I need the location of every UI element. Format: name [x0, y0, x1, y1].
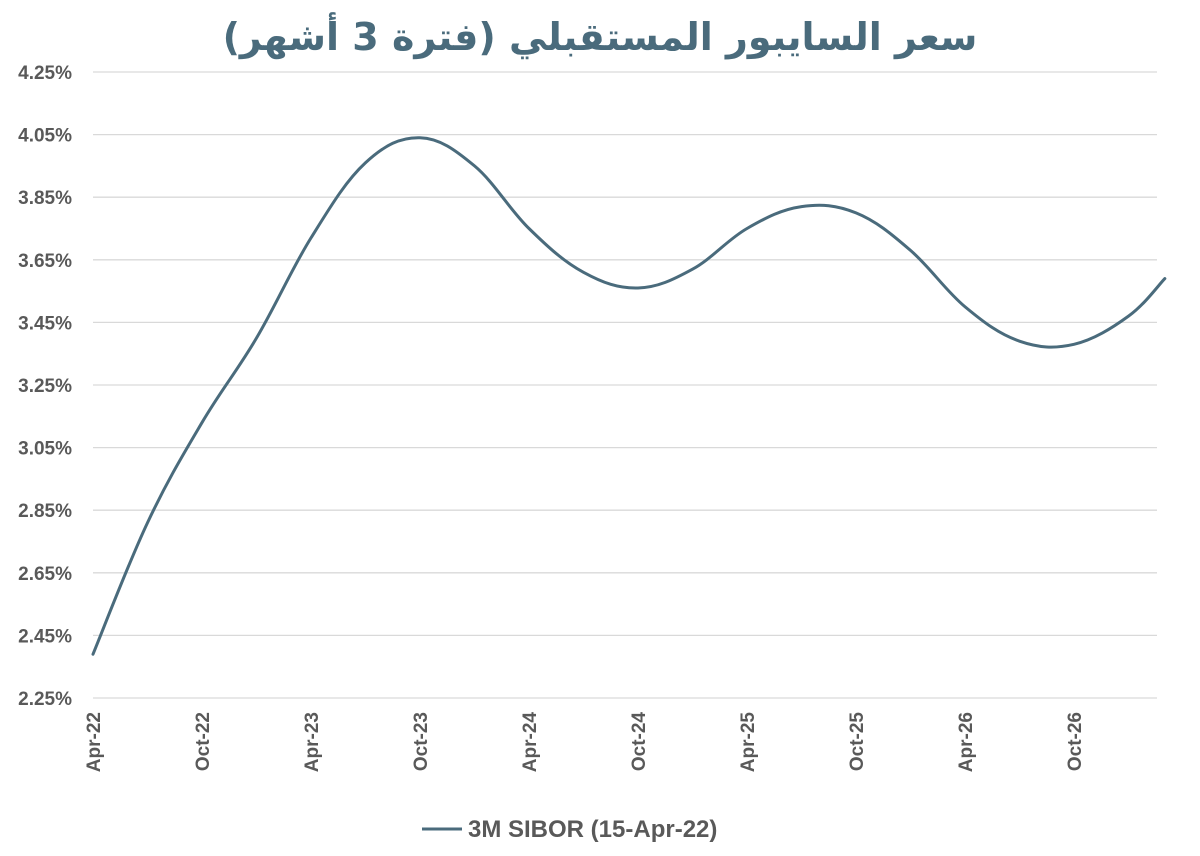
y-tick-label: 2.25% [18, 689, 72, 710]
legend-label: 3M SIBOR (15-Apr-22) [468, 816, 717, 843]
gridlines [93, 71, 1157, 699]
y-tick-label: 3.45% [18, 313, 72, 334]
series-group [91, 136, 1167, 656]
x-tick-label: Apr-24 [520, 712, 541, 773]
series-line [91, 136, 1167, 656]
x-tick-label: Apr-23 [302, 712, 323, 772]
y-tick-label: 2.65% [18, 564, 72, 585]
x-tick-label: Oct-24 [629, 712, 650, 772]
y-tick-label: 3.25% [18, 376, 72, 397]
x-tick-label: Oct-23 [411, 712, 432, 771]
x-tick-label: Apr-26 [956, 712, 977, 772]
y-tick-label: 3.85% [18, 188, 72, 209]
y-tick-label: 3.05% [18, 439, 72, 460]
y-tick-label: 2.85% [18, 501, 72, 522]
chart-title: سعر السايبور المستقبلي (فترة 3 أشهر) [223, 12, 978, 59]
y-tick-label: 3.65% [18, 251, 72, 272]
y-tick-label: 2.45% [18, 626, 72, 647]
y-axis: 4.25% 4.05% 3.85% 3.65% 3.45% 3.25% 3.05% 2.85%… [18, 63, 72, 710]
legend: 3M SIBOR (15-Apr-22) [422, 816, 717, 843]
y-tick-label: 4.25% [18, 63, 72, 84]
x-tick-label: Oct-26 [1065, 712, 1086, 771]
x-tick-label: Oct-25 [847, 712, 868, 772]
x-axis: Apr-22 Oct-22 Apr-23 Oct-23 Apr-24 Oct-24 Apr-… [84, 712, 1086, 773]
x-tick-label: Oct-22 [193, 712, 214, 771]
x-tick-label: Apr-25 [738, 712, 759, 773]
y-tick-label: 4.05% [18, 126, 72, 147]
x-tick-label: Apr-22 [84, 712, 105, 772]
